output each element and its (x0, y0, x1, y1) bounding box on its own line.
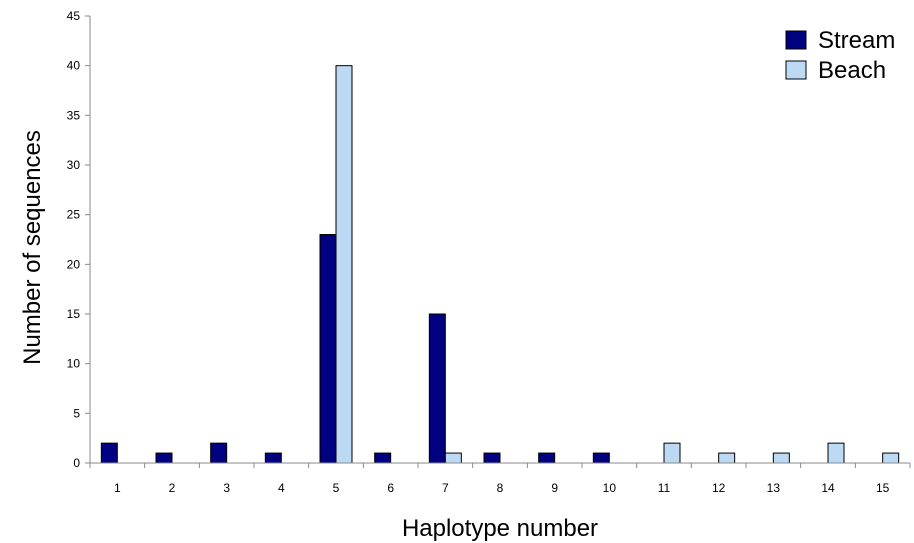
x-tick-label: 10 (603, 481, 617, 495)
y-tick-label: 40 (67, 59, 81, 73)
x-tick-label: 5 (333, 481, 340, 495)
legend: Stream Beach (785, 27, 895, 84)
y-tick-label: 45 (67, 9, 81, 23)
bar-stream-8 (483, 452, 501, 464)
bar-stream-1 (100, 442, 118, 464)
x-tick-label: 8 (497, 481, 504, 495)
legend-swatch-stream (785, 30, 807, 50)
x-tick-label: 12 (712, 481, 726, 495)
x-tick-label: 3 (223, 481, 230, 495)
bars (100, 65, 900, 464)
bar-beach-12 (718, 452, 736, 464)
legend-swatch-beach (785, 60, 807, 80)
y-tick-label: 10 (67, 357, 81, 371)
y-tick-label: 5 (73, 406, 80, 420)
bar-stream-7 (428, 313, 446, 464)
y-tick-label: 0 (73, 456, 80, 470)
x-tick-label: 4 (278, 481, 285, 495)
y-axis-title: Number of sequences (19, 130, 46, 365)
bar-beach-7 (444, 452, 462, 464)
x-tick-label: 13 (767, 481, 781, 495)
y-tick-label: 35 (67, 108, 81, 122)
bar-stream-3 (210, 442, 228, 464)
bar-stream-5 (319, 234, 337, 464)
bar-beach-5 (335, 65, 353, 464)
y-tick-label: 30 (67, 158, 81, 172)
y-axis-ticks: 0 5 10 15 20 25 30 35 40 45 (67, 9, 90, 470)
bar-stream-9 (538, 452, 556, 464)
x-tick-label: 2 (169, 481, 176, 495)
bar-beach-11 (663, 442, 681, 464)
x-tick-label: 6 (387, 481, 394, 495)
x-tick-label: 11 (658, 481, 671, 495)
x-tick-label: 7 (442, 481, 449, 495)
bar-stream-6 (374, 452, 392, 464)
bar-beach-13 (772, 452, 790, 464)
bar-beach-15 (882, 452, 900, 464)
bar-stream-2 (155, 452, 173, 464)
legend-label-beach: Beach (818, 57, 886, 84)
bar-stream-4 (264, 452, 282, 464)
x-tick-label: 15 (876, 481, 890, 495)
bar-beach-14 (827, 442, 845, 464)
x-tick-label: 1 (114, 481, 121, 495)
x-tick-label: 9 (551, 481, 558, 495)
x-axis-title: Haplotype number (402, 515, 598, 542)
y-tick-label: 15 (67, 307, 81, 321)
x-axis-ticks: 1 2 3 4 5 6 7 8 9 10 11 12 13 14 15 (89, 463, 911, 495)
y-tick-label: 20 (67, 257, 81, 271)
legend-label-stream: Stream (818, 27, 895, 54)
x-tick-label: 14 (821, 481, 835, 495)
y-tick-label: 25 (67, 208, 81, 222)
bar-stream-10 (592, 452, 610, 464)
